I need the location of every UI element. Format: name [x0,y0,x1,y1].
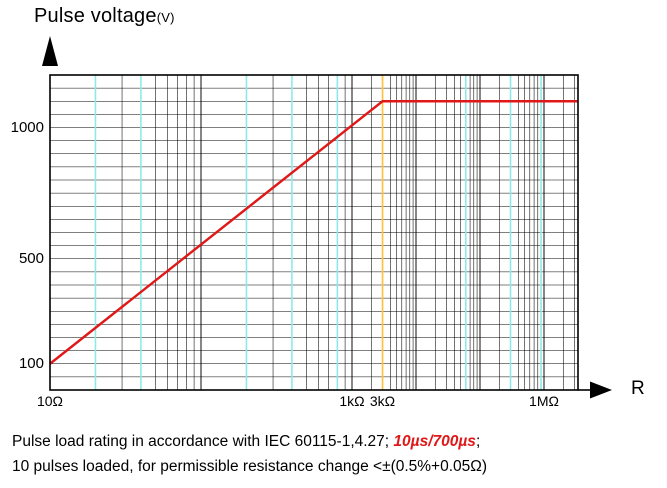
chart-title: Pulse voltage(V) [34,5,175,28]
x-axis-arrow-icon [590,381,612,399]
chart-title-unit: (V) [156,10,175,25]
caption-line-2: 10 pulses loaded, for permissible resist… [12,458,488,475]
x-axis-label: R [631,378,645,399]
y-tick-500: 500 [18,249,44,267]
chart-title-text: Pulse voltage [34,5,157,27]
y-tick-1000: 1000 [10,118,44,136]
series-pulse-voltage-limit [49,100,578,365]
x-tick-10Ω: 10Ω [36,393,64,409]
caption-line-1: Pulse load rating in accordance with IEC… [12,429,487,454]
caption-line-1-text: Pulse load rating in accordance with IEC… [12,433,394,450]
y-tick-100: 100 [18,354,44,372]
caption: Pulse load rating in accordance with IEC… [12,429,487,479]
y-axis-arrow-icon [42,36,58,66]
caption-line-1-end: ; [475,433,481,450]
x-tick-1MΩ: 1MΩ [529,393,559,409]
chart-canvas [42,36,612,399]
caption-pulse-spec: 10µs/700µs [393,433,476,450]
plot-border [49,74,579,391]
x-tick-1kΩ: 1kΩ [339,393,365,409]
x-tick-3kΩ: 3kΩ [369,393,396,409]
